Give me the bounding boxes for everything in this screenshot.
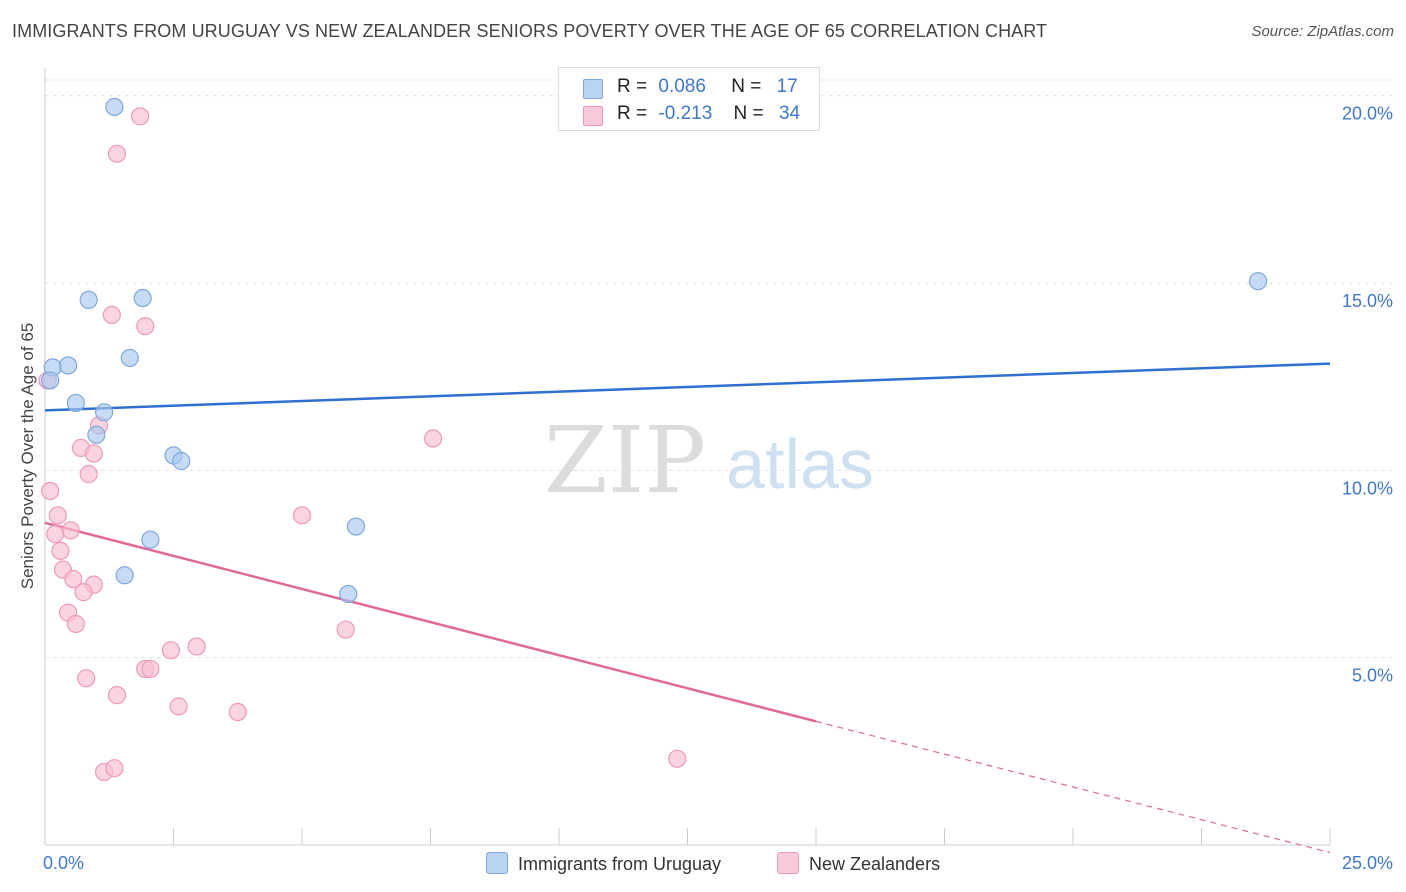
nz-point [48,506,67,525]
nz-point [292,506,312,525]
uruguay-trendline [44,362,1331,412]
nz-point [41,481,60,501]
stats-legend: R = 0.086 N = 17 R = -0.213 N = 34 [558,67,820,131]
watermark-atlas: atlas [726,425,874,503]
watermark-zip: ZIP [544,407,706,514]
y-tick-label: 20.0% [1342,104,1393,124]
bottom-legend-nz: New Zealanders [777,852,940,875]
x-tick-label: 0.0% [43,853,84,873]
tick-labels: 5.0% 10.0% 15.0% 20.0% 0.0% 25.0% [43,104,1393,873]
nz-point [136,317,155,336]
legend-n-value: 34 [778,103,801,124]
legend-r-value: 0.086 [658,76,706,97]
nz-point [64,569,83,589]
nz-point [74,583,93,602]
y-tick-label: 10.0% [1342,478,1393,498]
uruguay-point [59,356,78,375]
trendlines [44,362,1331,854]
legend-r-label: R = [617,76,648,97]
uruguay-point [346,517,366,536]
nz-point [105,759,124,778]
uruguay-point [141,530,160,549]
uruguay-point [339,584,358,604]
uruguay-point [1248,272,1268,291]
legend-n-value: 17 [776,76,798,97]
y-axis-label: Seniors Poverty Over the Age of 65 [18,322,37,590]
nz-point [130,107,150,126]
uruguay-point [41,371,60,390]
nz-point [668,749,687,768]
legend-swatch-nz [583,106,603,126]
nz-point [228,702,247,722]
nz-point [161,641,181,660]
legend-n-label: N = [731,76,762,97]
nz-point [102,305,121,324]
source-label: Source: ZipAtlas.com [1251,23,1394,40]
nz-trendline-extension [815,720,1331,854]
nz-point [77,669,96,688]
y-tick-label: 15.0% [1342,291,1393,311]
bottom-legend-swatch-uruguay [486,852,508,874]
bottom-legend-swatch-nz [777,852,799,874]
nz-point [79,465,98,484]
nz-trendline [44,521,817,723]
nz-point [84,444,103,463]
uruguay-point [120,348,139,368]
nz-point [423,429,443,448]
bottom-legend-label: Immigrants from Uruguay [518,854,722,874]
legend-r-label: R = [617,103,648,124]
uruguay-point [172,451,191,471]
nz-point [51,541,70,561]
uruguay-point [105,97,124,117]
bottom-legend-uruguay: Immigrants from Uruguay [486,852,721,875]
nz-point [107,686,127,705]
uruguay-point [66,393,85,413]
uruguay-point [79,290,98,310]
nz-point [46,524,65,544]
chart-title: IMMIGRANTS FROM URUGUAY VS NEW ZEALANDER… [12,21,1048,41]
axes [44,68,1331,846]
nz-point [141,659,160,679]
legend-r-value: -0.213 [658,103,713,124]
nz-point [61,521,80,540]
x-tick-label: 25.0% [1342,853,1393,873]
data-points [38,97,1268,782]
uruguay-point [87,425,106,444]
bottom-legend-label: New Zealanders [809,854,941,874]
uruguay-point [133,288,152,308]
nz-point [336,620,355,639]
y-tick-label: 5.0% [1352,666,1393,686]
legend-swatch-uruguay [583,79,603,99]
uruguay-point [95,403,114,422]
nz-point [66,614,85,634]
uruguay-point [115,566,134,585]
nz-point [169,697,188,716]
nz-point [107,144,127,163]
nz-point [187,637,206,656]
legend-n-label: N = [733,103,764,124]
